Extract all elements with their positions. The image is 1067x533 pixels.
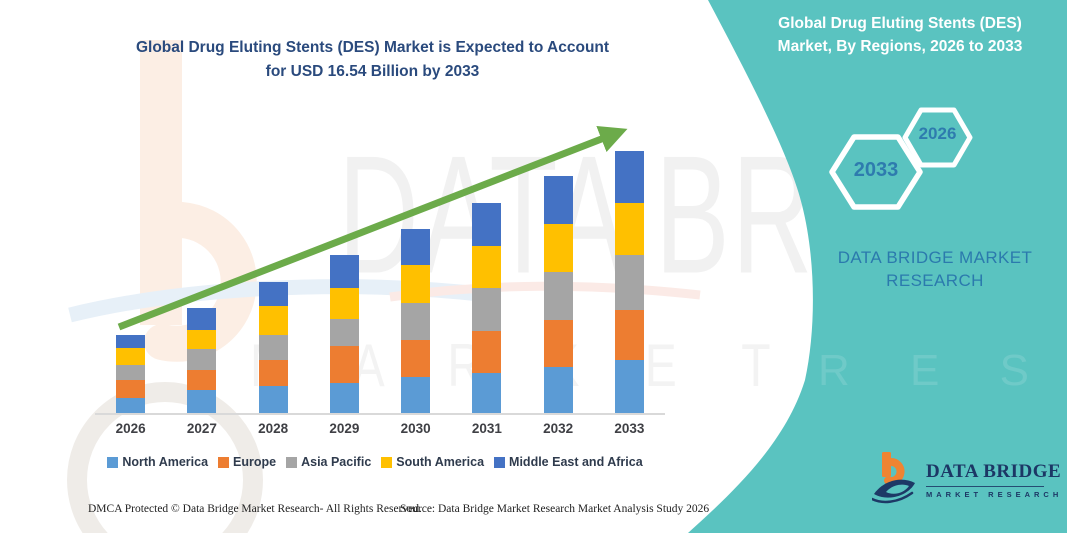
x-axis-label-2030: 2030	[400, 421, 431, 436]
bar-segment-2026	[116, 364, 146, 380]
databridge-logo-icon	[872, 452, 915, 504]
panel-brand-line1: DATA BRIDGE MARKET	[837, 248, 1033, 267]
x-axis-label-2032: 2032	[543, 421, 574, 436]
x-axis-label-2031: 2031	[471, 421, 502, 436]
bar-segment-2030	[401, 228, 431, 266]
bar-segment-2032	[543, 176, 573, 225]
bar-2033	[594, 125, 665, 413]
bar-segment-2026	[116, 334, 146, 349]
legend-label: South America	[396, 455, 485, 469]
databridge-logo: DATA BRIDGE MARKET RESEARCH	[872, 452, 1061, 504]
bar-segment-2028	[258, 335, 288, 361]
legend-swatch-icon	[494, 456, 506, 468]
hexagon-2026	[902, 107, 973, 168]
bar-segment-2031	[472, 330, 502, 374]
hexagon-2033	[829, 134, 923, 210]
x-axis-label-2028: 2028	[258, 421, 289, 436]
chart-title-line2: for USD 16.54 Billion by 2033	[265, 63, 480, 80]
bar-segment-2033	[614, 360, 644, 413]
teal-background	[688, 0, 1067, 533]
panel-title-line1: Global Drug Eluting Stents (DES)	[778, 15, 1022, 32]
hexagon-2033-label: 2033	[853, 159, 899, 181]
bar-segment-2032	[543, 224, 573, 273]
panel-watermark-text: R E S E A R C H	[818, 346, 1067, 395]
x-axis-line	[95, 413, 665, 415]
legend-item: Asia Pacific	[286, 455, 371, 469]
legend-swatch-icon	[286, 456, 298, 468]
bar-segment-2028	[258, 386, 288, 413]
logo-subtitle: MARKET RESEARCH	[926, 486, 1058, 499]
x-axis-label-2033: 2033	[614, 421, 645, 436]
legend-item: Middle East and Africa	[494, 455, 643, 469]
bar-segment-2031	[472, 203, 502, 246]
hexagon-2026-label: 2026	[918, 124, 957, 143]
panel-brand-line2: RESEARCH	[886, 271, 984, 290]
bar-segment-2030	[401, 377, 431, 413]
legend-label: Middle East and Africa	[509, 455, 643, 469]
bar-segment-2031	[472, 373, 502, 413]
panel-brand-text: DATA BRIDGE MARKET RESEARCH	[785, 246, 1067, 292]
panel-title-line2: Market, By Regions, 2026 to 2033	[777, 38, 1023, 55]
bar-segment-2026	[116, 348, 146, 365]
bar-segment-2029	[329, 346, 359, 384]
bar-segment-2033	[614, 151, 644, 204]
logo-title: DATA BRIDGE	[926, 461, 1062, 482]
chart-title: Global Drug Eluting Stents (DES) Market …	[85, 36, 660, 84]
legend-swatch-icon	[381, 456, 393, 468]
bar-segment-2033	[614, 203, 644, 256]
bar-segment-2029	[329, 318, 359, 347]
panel-title: Global Drug Eluting Stents (DES) Market,…	[750, 12, 1050, 58]
chart-title-line1: Global Drug Eluting Stents (DES) Market …	[135, 39, 610, 56]
x-axis-label-2029: 2029	[329, 421, 360, 436]
bar-segment-2032	[543, 320, 573, 368]
bar-segment-2032	[543, 367, 573, 413]
bar-segment-2028	[258, 360, 288, 387]
side-panel: Global Drug Eluting Stents (DES) Market,…	[650, 0, 1067, 533]
bar-segment-2029	[329, 383, 359, 413]
legend-item: South America	[381, 455, 484, 469]
footer-source: Source: Data Bridge Market Research Mark…	[400, 503, 710, 515]
bar-segment-2033	[614, 309, 644, 361]
bar-segment-2030	[401, 339, 431, 377]
side-panel-shape	[688, 0, 1067, 533]
legend-label: Asia Pacific	[301, 455, 372, 469]
